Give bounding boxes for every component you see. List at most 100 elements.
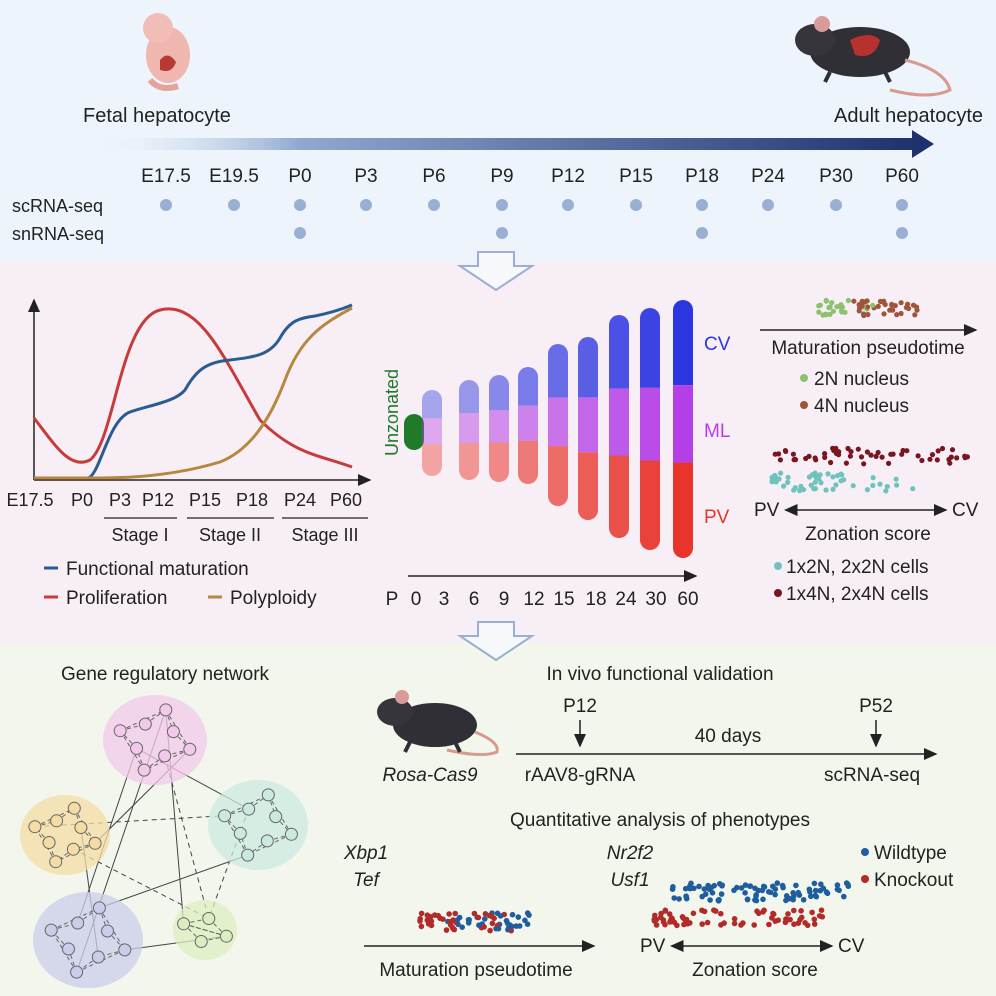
2n-cell-dot [812, 479, 818, 485]
p52-label: P52 [859, 696, 893, 717]
curve-tick-P60: P60 [330, 490, 362, 510]
grn-node [241, 848, 255, 862]
zonation-bar-9 [673, 300, 693, 558]
zonation-tick-6: 6 [469, 589, 480, 610]
2n-cell-dot [893, 476, 899, 482]
polyploidy-curve [34, 306, 353, 480]
ml-segment [518, 405, 538, 441]
timepoint-P18: P18 [685, 166, 719, 187]
4n-cell-dot [790, 451, 797, 457]
knockout-dot [819, 914, 826, 920]
phenotype-dot [418, 923, 425, 930]
2n-cell-dot [838, 478, 844, 484]
cell-dots [769, 445, 971, 494]
grn-node [194, 935, 208, 948]
fetal-mouse-icon [143, 13, 190, 91]
2n-cell-dot [813, 474, 819, 481]
pseudotime-phenotype-dots [417, 910, 532, 934]
phenotype-dot [495, 925, 502, 932]
knockout-dot [791, 921, 797, 927]
phenotype-dot [522, 917, 528, 924]
cv-segment [609, 315, 629, 389]
wildtype-dot [701, 886, 708, 892]
2n-cell-dot [850, 483, 856, 489]
2n-cell-dot [806, 474, 813, 480]
grn-node [67, 801, 81, 815]
grn-node [50, 814, 64, 828]
down-arrow [456, 251, 536, 292]
2n-cell-dot [817, 472, 823, 478]
wildtype-dot [812, 892, 819, 899]
4n-legend-label: 4N nucleus [814, 396, 909, 417]
2n-legend-label: 2N nucleus [814, 369, 909, 390]
ml-segment [459, 413, 479, 443]
legend-functional: Functional maturation [66, 559, 249, 580]
wildtype-dot [841, 893, 847, 900]
wildtype-dot [800, 897, 807, 903]
wildtype-dot [774, 880, 781, 886]
nucleus-dot [830, 308, 837, 314]
stage-brackets: Stage I Stage II Stage III [104, 517, 368, 545]
pv-segment [422, 444, 442, 476]
phenotype-dot [440, 916, 446, 922]
phenotype-dot [432, 912, 438, 918]
2n-cell-dot [870, 475, 876, 481]
pv-segment [518, 440, 538, 484]
pv-label-right: PV [754, 500, 780, 521]
nucleus-dot [865, 304, 871, 310]
wildtype-dot [699, 893, 705, 900]
curve-tick-P0: P0 [71, 490, 93, 510]
2n-cell-dot [823, 487, 829, 493]
4n-cell-dot [822, 451, 828, 457]
wildtype-dot [676, 896, 682, 902]
zonation-bar-3 [489, 375, 509, 482]
phenotype-dot [417, 915, 424, 922]
4n-cell-dot [948, 454, 954, 460]
nucleus-dot [881, 311, 887, 317]
cv-segment [518, 367, 538, 406]
gene-usf1: Usf1 [610, 870, 649, 891]
nucleus-dot [816, 303, 822, 309]
seq-dot-snRNA-seq-P18 [696, 227, 708, 239]
4n-cell-dot [879, 454, 885, 460]
phenotype-dot [456, 914, 463, 921]
grn-cluster-5 [173, 900, 237, 960]
timepoint-P6: P6 [422, 166, 445, 187]
validation-title: In vivo functional validation [546, 664, 773, 685]
wildtype-dot [718, 891, 725, 897]
wildtype-dot [760, 883, 767, 890]
grn-node [44, 923, 58, 937]
4n-cell-dot [864, 449, 871, 455]
wildtype-dot [834, 882, 841, 888]
wildtype-dot [808, 893, 814, 900]
nucleus-dot [906, 305, 912, 312]
wildtype-dot [818, 881, 824, 887]
wildtype-dot [793, 882, 799, 889]
2n-cell-dot [785, 479, 791, 485]
grn-node [202, 912, 216, 925]
knockout-dot [651, 918, 658, 924]
4n-cells-legend-dot [774, 589, 782, 597]
ml-segment [578, 397, 598, 453]
curve-tick-P15: P15 [189, 490, 221, 510]
wildtype-dot [716, 881, 723, 887]
knockout-dot [751, 922, 757, 928]
grn-node [92, 901, 106, 915]
grn-node [70, 965, 84, 979]
knockout-dot [818, 907, 825, 913]
phenotype-dot [489, 920, 496, 927]
rosa-cas9-label: Rosa-Cas9 [382, 765, 477, 786]
seq-dot-scRNA-seq-E17.5 [160, 199, 172, 211]
knockout-dot [666, 911, 673, 917]
phenotype-dot [482, 916, 488, 922]
wildtype-dot [765, 889, 772, 895]
2n-legend-dot [800, 374, 808, 382]
zonation-tick-60: 60 [677, 589, 698, 610]
ml-segment [640, 387, 660, 461]
wildtype-dot [706, 886, 713, 893]
nucleus-dot [887, 307, 893, 313]
grn-node [159, 703, 173, 717]
wildtype-dot [671, 895, 677, 901]
phenotype-dot [452, 910, 459, 917]
nucleus-dots [816, 297, 920, 319]
